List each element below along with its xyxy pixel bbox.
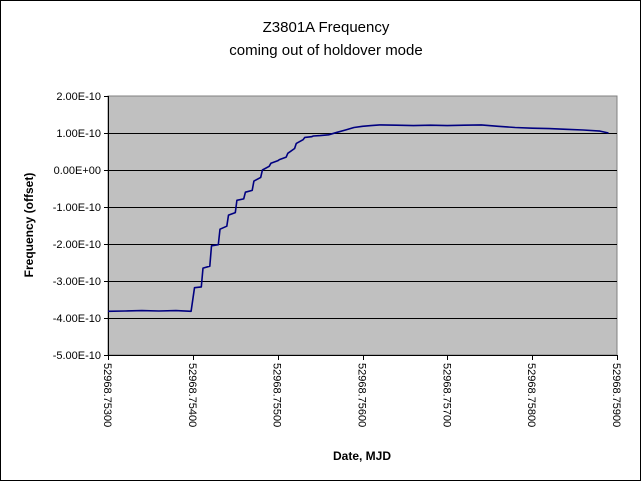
x-tick-labels: 52968.75300 52968.75400 52968.75500 52968.7… [101,363,622,427]
y-tick-label: 1.00E-10 [56,128,101,140]
y-tick-label: -3.00E-10 [53,276,101,288]
y-tick-label: 2.00E-10 [56,91,101,103]
x-tick-label: 52968.75800 [525,363,537,427]
y-tick-label: 0.00E+00 [54,165,101,177]
y-tick-label: -5.00E-10 [53,350,101,362]
chart-title: Z3801A Frequency [263,19,390,36]
series-group [107,124,609,313]
x-tick-label: 52968.75300 [101,363,113,427]
plot-area [107,95,618,356]
x-tick-label: 52968.75900 [610,363,622,427]
series-line [107,124,609,313]
x-tick-label: 52968.75600 [356,363,368,427]
grid-lines [108,133,617,319]
y-tick-labels: 2.00E-10 1.00E-10 0.00E+00 -1.00E-10 -2.00E-… [53,91,101,362]
x-tick-label: 52968.75700 [440,363,452,427]
y-tick-label: -4.00E-10 [53,313,101,325]
y-tick-label: -2.00E-10 [53,239,101,251]
x-axis-label: Date, MJD [333,449,391,463]
y-tick-label: -1.00E-10 [53,202,101,214]
x-tick-label: 52968.75500 [271,363,283,427]
x-tick-label: 52968.75400 [186,363,198,427]
y-axis-label: Frequency (offset) [22,173,36,278]
chart-subtitle: coming out of holdover mode [229,42,422,59]
axes [104,96,618,360]
